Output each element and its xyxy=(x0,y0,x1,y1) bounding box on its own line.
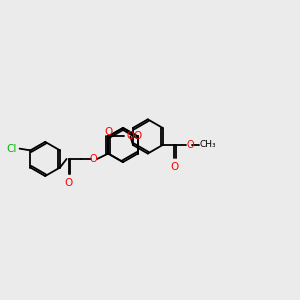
Text: O: O xyxy=(104,128,112,137)
Text: Cl: Cl xyxy=(6,144,16,154)
Text: CH₃: CH₃ xyxy=(200,140,216,149)
Text: O: O xyxy=(90,154,97,164)
Text: O: O xyxy=(126,131,134,141)
Text: O: O xyxy=(64,178,73,188)
Text: O: O xyxy=(134,131,142,141)
Text: O: O xyxy=(187,140,195,150)
Text: O: O xyxy=(170,163,178,172)
